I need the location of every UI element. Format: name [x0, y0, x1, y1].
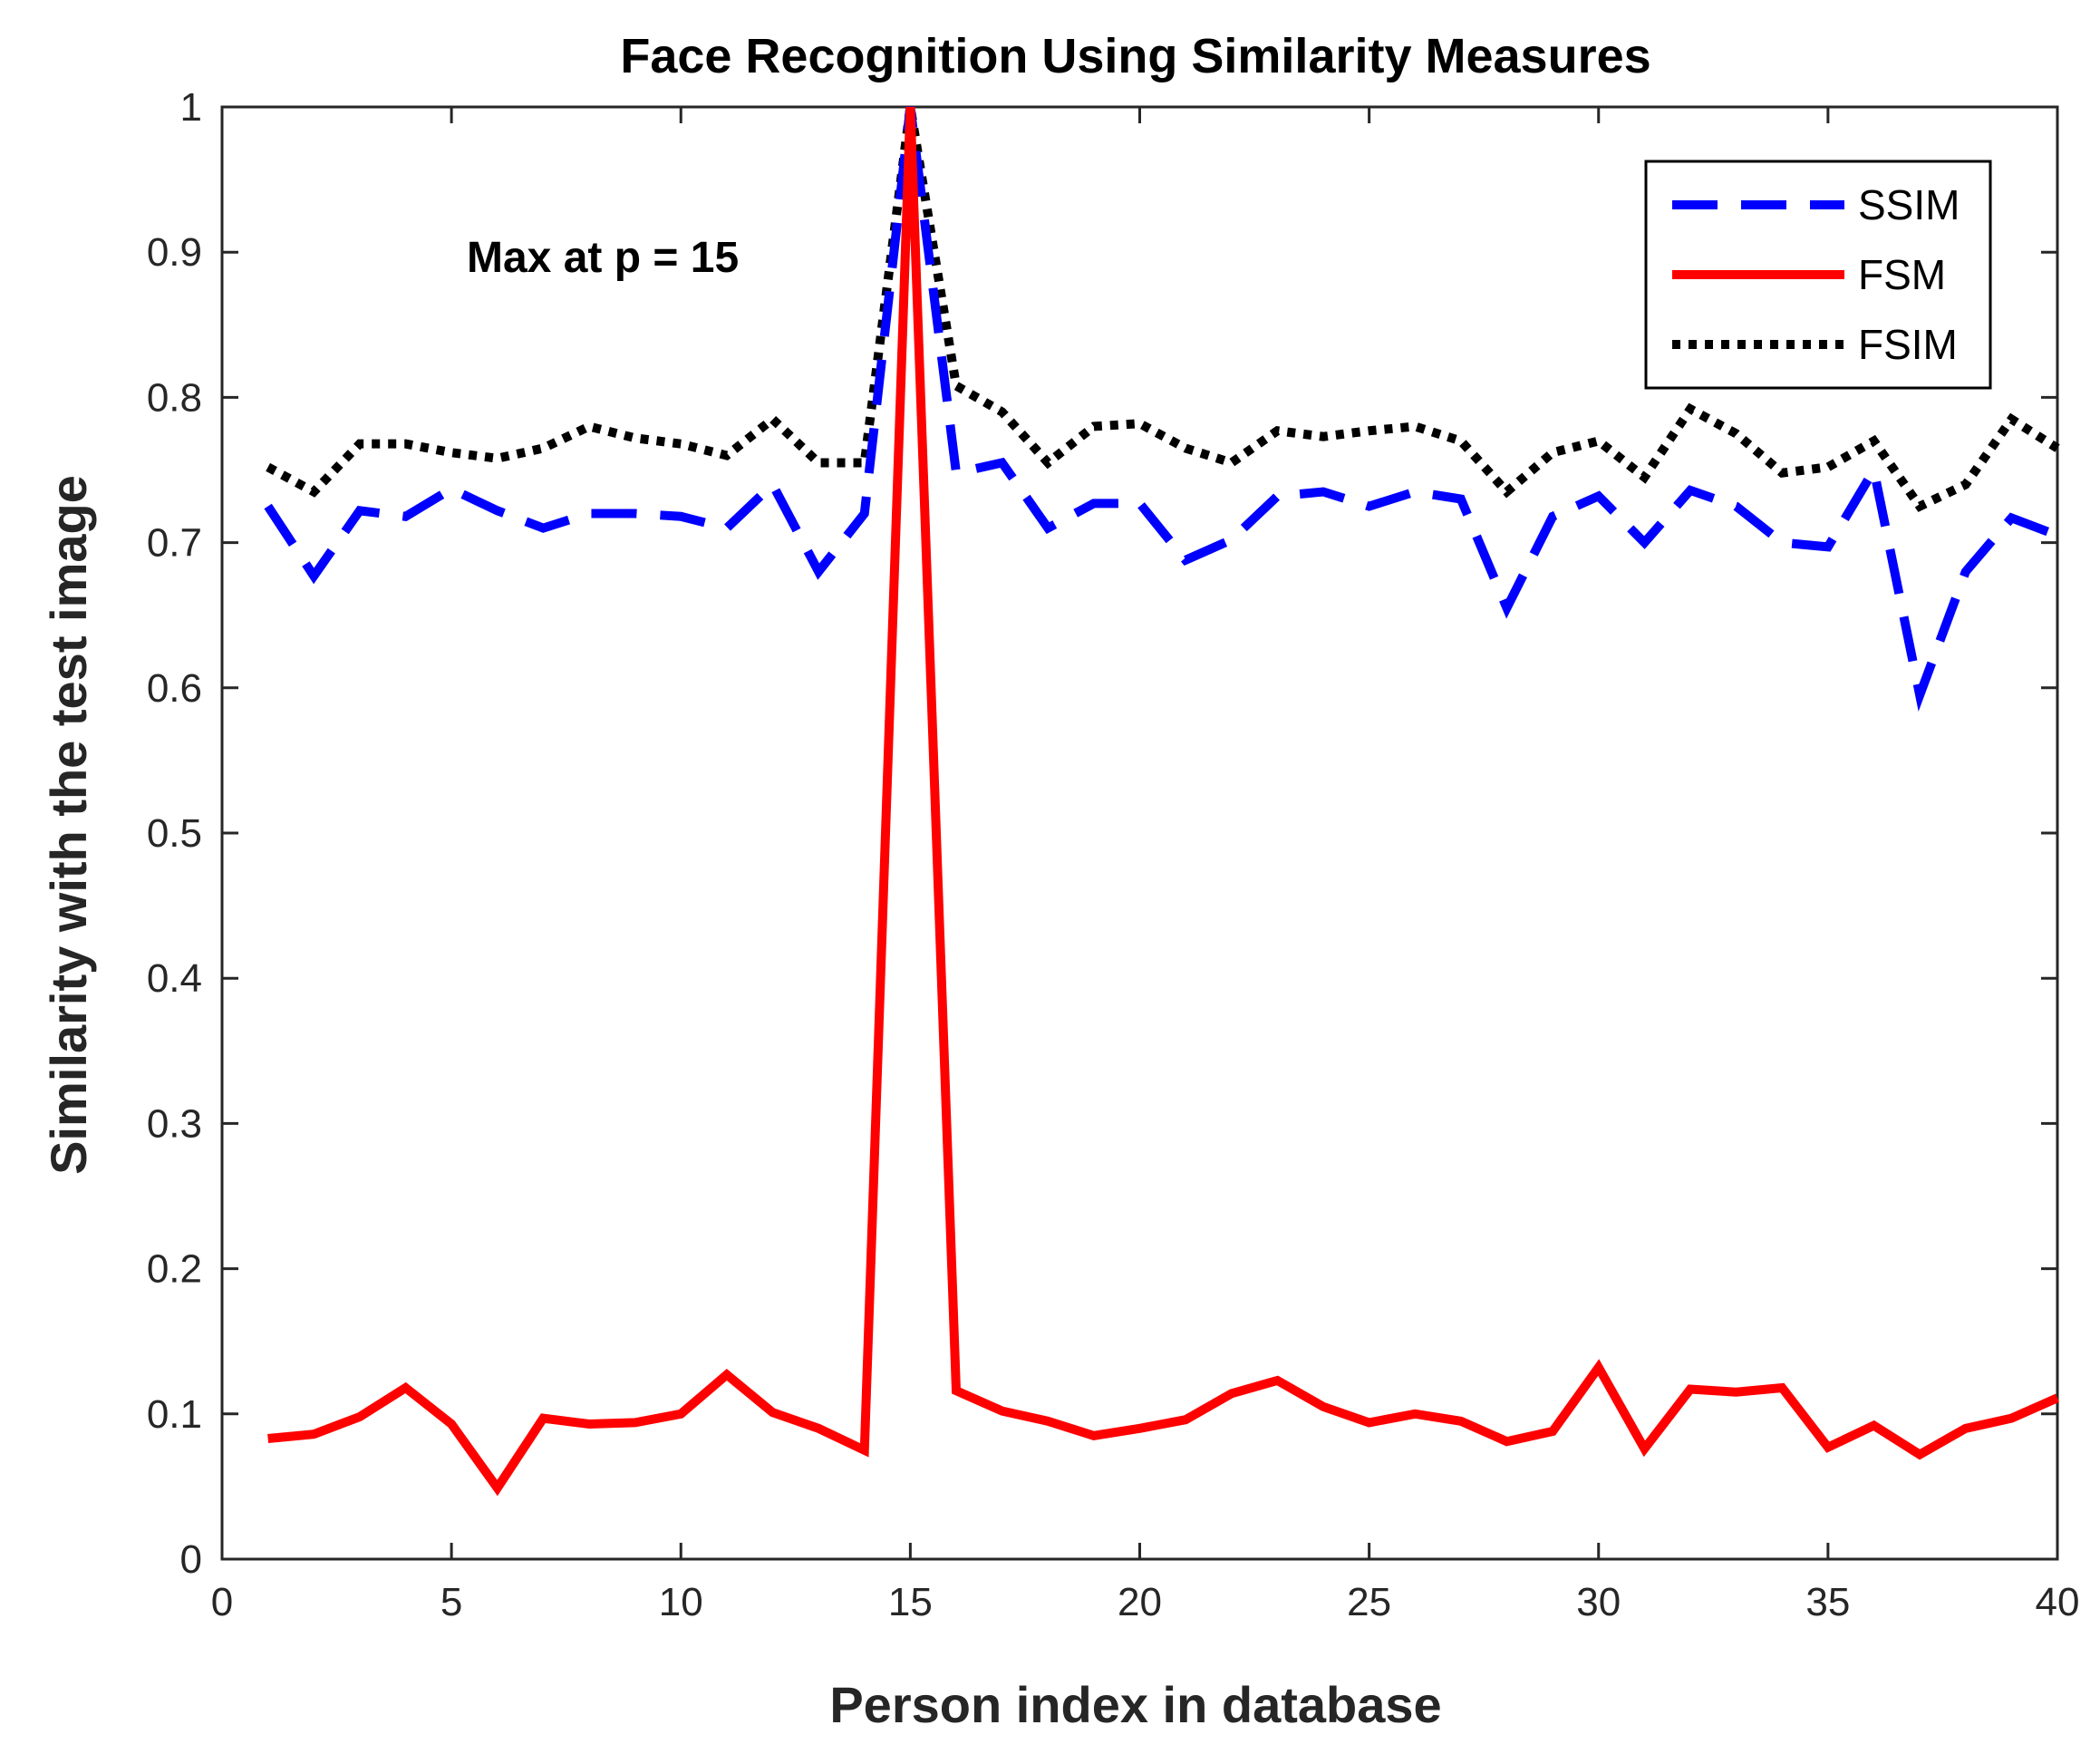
x-tick-label: 15 [888, 1580, 933, 1624]
y-tick-label: 0.4 [147, 956, 202, 1001]
max-annotation: Max at p = 15 [467, 234, 739, 282]
y-tick-label: 0.1 [147, 1392, 202, 1437]
x-tick-label: 35 [1805, 1580, 1850, 1624]
legend-label-ssim: SSIM [1858, 181, 1960, 228]
series-line-ssim [264, 106, 2059, 712]
x-tick-label: 10 [659, 1580, 703, 1624]
tick-labels: 0 5 10 15 20 25 30 35 40 0 0.1 0.2 0.3 0.4 0.5 0.6 0.7 0.… [147, 85, 2080, 1624]
legend-label-fsm: FSM [1858, 251, 1946, 298]
legend: SSIM FSM FSIM [1644, 160, 1992, 390]
chart-title: Face Recognition Using Similarity Measur… [620, 29, 1650, 83]
series-line-fsm [267, 106, 2060, 1497]
y-tick-label: 1 [180, 85, 202, 130]
y-axis-title: Similarity with the test image [40, 475, 97, 1175]
x-tick-label: 0 [211, 1580, 233, 1624]
series-line-fsim [266, 106, 2060, 512]
y-tick-label: 0.5 [147, 811, 202, 856]
y-tick-label: 0.9 [147, 230, 202, 275]
y-tick-label: 0.8 [147, 375, 202, 420]
series-group [264, 106, 2060, 1497]
y-tick-label: 0.2 [147, 1247, 202, 1292]
y-tick-label: 0.6 [147, 666, 202, 711]
x-tick-label: 40 [2036, 1580, 2080, 1624]
x-tick-label: 30 [1576, 1580, 1621, 1624]
y-tick-label: 0.3 [147, 1101, 202, 1146]
y-tick-label: 0.7 [147, 521, 202, 566]
x-axis-title: Person index in database [829, 1676, 1441, 1733]
y-tick-label: 0 [180, 1537, 202, 1582]
x-tick-label: 25 [1347, 1580, 1391, 1624]
x-tick-label: 5 [440, 1580, 462, 1624]
plot-area [220, 105, 2059, 1561]
x-tick-label: 20 [1118, 1580, 1162, 1624]
legend-label-fsim: FSIM [1858, 321, 1958, 368]
